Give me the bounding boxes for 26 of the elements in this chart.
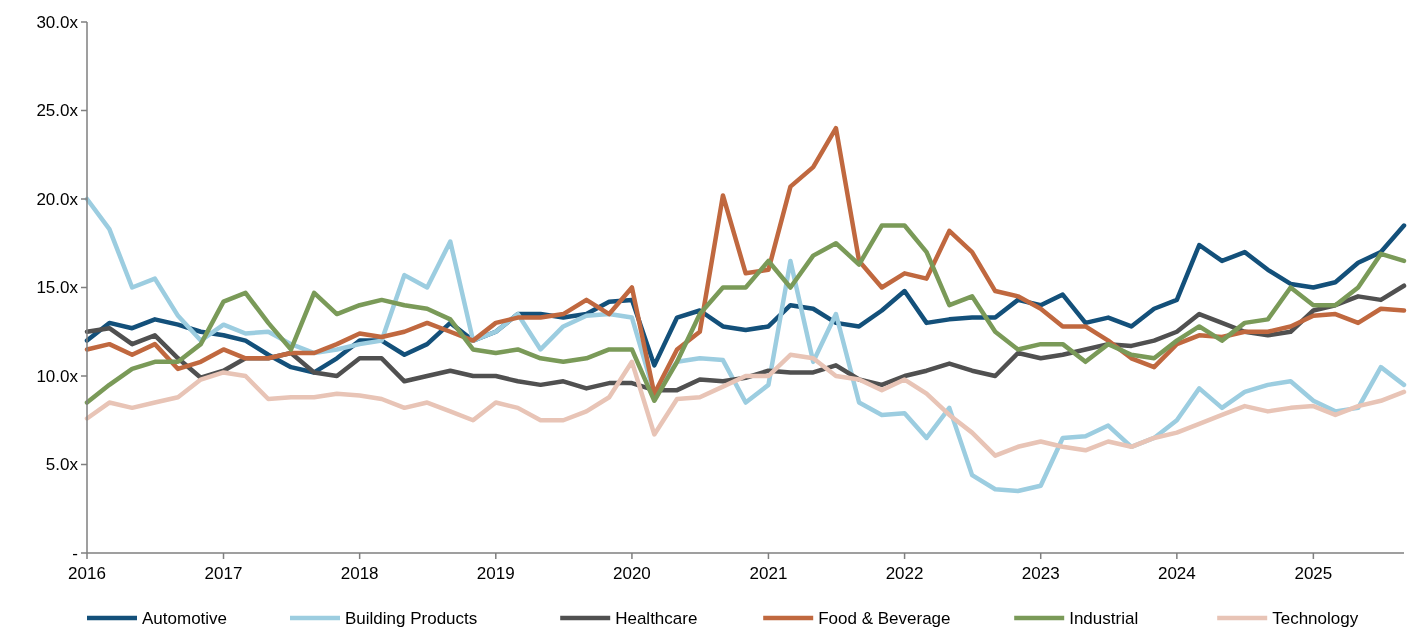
legend-label: Food & Beverage	[818, 608, 951, 628]
x-tick-label: 2022	[885, 564, 924, 583]
legend-label: Industrial	[1069, 608, 1139, 628]
legend-label: Technology	[1272, 608, 1359, 628]
y-tick-label: 10.0x	[36, 366, 79, 386]
legend-label: Building Products	[345, 608, 478, 628]
y-tick-label: 15.0x	[36, 278, 79, 298]
x-tick-label: 2024	[1157, 564, 1196, 583]
x-tick-label: 2018	[340, 564, 379, 583]
legend-label: Automotive	[142, 608, 228, 628]
x-tick-label: 2017	[204, 564, 243, 583]
x-tick-label: 2019	[476, 564, 515, 583]
line-series	[84, 125, 1407, 396]
legend-label: Healthcare	[615, 608, 698, 628]
x-tick-label: 2016	[68, 564, 106, 583]
y-tick-label: 30.0x	[36, 12, 79, 32]
y-tick-label: 20.0x	[36, 189, 79, 209]
y-tick-label: -	[72, 543, 78, 563]
x-tick-label: 2021	[749, 564, 788, 583]
y-tick-label: 25.0x	[36, 101, 79, 121]
x-tick-label: 2020	[613, 564, 651, 583]
line-series	[84, 352, 1407, 458]
x-tick-label: 2025	[1294, 564, 1333, 583]
line-series	[84, 223, 1407, 405]
x-tick-label: 2023	[1021, 564, 1060, 583]
y-tick-label: 5.0x	[45, 455, 79, 475]
